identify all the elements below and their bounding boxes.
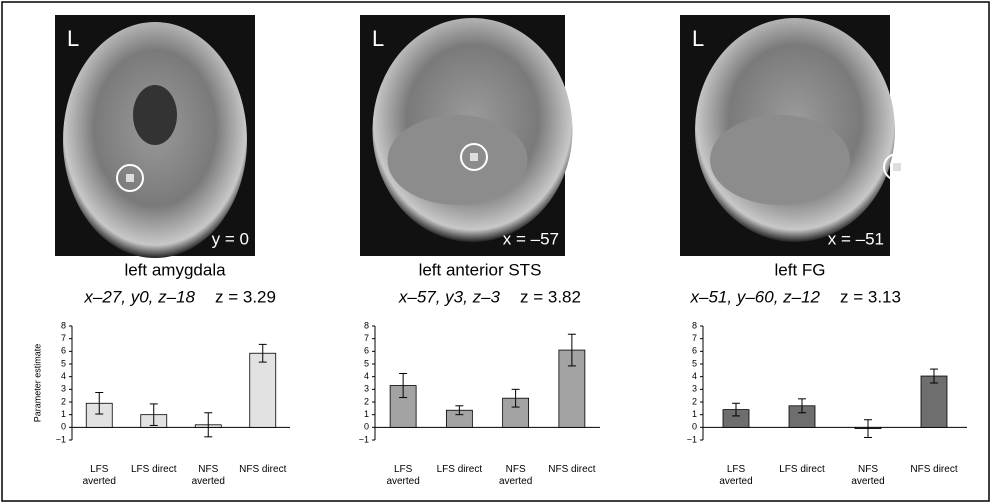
orientation-label: L	[372, 26, 384, 51]
z-score: z = 3.82	[520, 287, 581, 306]
lobe	[388, 115, 528, 205]
y-tick-label: −1	[359, 434, 369, 444]
region-title: left amygdala	[124, 260, 226, 279]
bar	[921, 376, 947, 427]
y-tick-label: 6	[364, 346, 369, 356]
bar	[250, 353, 276, 427]
figure: Ly = 0 left amygdala x–27, y0, z–18 z = 3.2…	[0, 0, 992, 504]
x-tick-label: NFS direct	[537, 464, 607, 476]
y-tick-label: 6	[692, 346, 697, 356]
y-tick-label: 2	[364, 396, 369, 406]
y-tick-label: −1	[56, 434, 66, 444]
z-score: z = 3.29	[215, 287, 276, 306]
orientation-label: L	[692, 26, 704, 51]
x-tick-label: NFS direct	[899, 464, 969, 476]
chart: Ly = 0 left amygdala x–27, y0, z–18 z = 3.2…	[0, 0, 992, 504]
activation	[893, 163, 901, 171]
coordinates: x–57, y3, z–3	[398, 287, 501, 306]
y-tick-label: 7	[61, 333, 66, 343]
z-score: z = 3.13	[840, 287, 901, 306]
slice-label: x = –57	[503, 229, 559, 248]
y-tick-label: 1	[61, 409, 66, 419]
y-tick-label: 8	[692, 320, 697, 330]
region-title: left FG	[774, 260, 825, 279]
y-tick-label: 0	[364, 422, 369, 432]
y-tick-label: 4	[692, 371, 697, 381]
activation	[470, 153, 478, 161]
y-tick-label: 3	[692, 384, 697, 394]
y-tick-label: 6	[61, 346, 66, 356]
y-axis-label: Parameter estimate	[32, 344, 42, 423]
region-title: left anterior STS	[419, 260, 542, 279]
y-tick-label: 4	[61, 371, 66, 381]
activation	[126, 174, 134, 182]
y-tick-label: 5	[692, 358, 697, 368]
orientation-label: L	[67, 26, 79, 51]
y-tick-label: 3	[364, 384, 369, 394]
y-tick-label: 0	[692, 422, 697, 432]
x-tick-label: LFS averted	[701, 464, 771, 488]
lobe	[710, 115, 850, 205]
y-tick-label: 0	[61, 422, 66, 432]
x-tick-label: NFS direct	[228, 464, 298, 476]
y-tick-label: −1	[687, 434, 697, 444]
slice-label: x = –51	[828, 229, 884, 248]
y-tick-label: 7	[364, 333, 369, 343]
y-tick-label: 5	[364, 358, 369, 368]
x-tick-label: LFS direct	[767, 464, 837, 476]
y-tick-label: 8	[364, 320, 369, 330]
y-tick-label: 3	[61, 384, 66, 394]
x-tick-label: NFS averted	[833, 464, 903, 488]
coordinates: x–27, y0, z–18	[83, 287, 195, 306]
ventricle	[133, 85, 177, 145]
y-tick-label: 1	[364, 409, 369, 419]
y-tick-label: 2	[692, 396, 697, 406]
y-tick-label: 7	[692, 333, 697, 343]
slice-label: y = 0	[212, 229, 249, 248]
y-tick-label: 8	[61, 320, 66, 330]
y-tick-label: 1	[692, 409, 697, 419]
y-tick-label: 4	[364, 371, 369, 381]
y-tick-label: 5	[61, 358, 66, 368]
y-tick-label: 2	[61, 396, 66, 406]
coordinates: x–51, y–60, z–12	[690, 287, 821, 306]
